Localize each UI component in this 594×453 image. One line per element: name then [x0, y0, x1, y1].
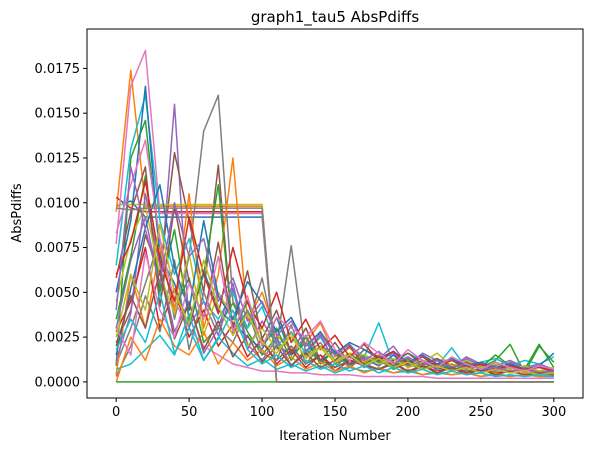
x-tick-label: 0	[112, 405, 120, 420]
chart-title: graph1_tau5 AbsPdiffs	[251, 8, 420, 27]
y-tick-label: 0.0000	[35, 375, 81, 390]
y-axis-label: AbsPdiffs	[10, 183, 25, 243]
y-tick-label: 0.0075	[35, 241, 81, 256]
series-line-s30	[115, 291, 554, 378]
x-tick-label: 50	[181, 405, 198, 420]
y-tick-label: 0.0175	[35, 62, 81, 77]
series-line-s22	[115, 318, 554, 383]
y-tick-label: 0.0025	[35, 331, 81, 346]
series-line-s28	[116, 207, 554, 383]
x-axis-label: Iteration Number	[279, 429, 391, 444]
y-tick-label: 0.0100	[35, 196, 81, 211]
series-line-s24	[115, 180, 554, 372]
series-line-s27	[115, 252, 554, 372]
x-tick-label: 300	[541, 405, 566, 420]
x-tick-label: 150	[323, 405, 348, 420]
x-axis: 0 50 100 150 200 250 300	[112, 398, 566, 420]
x-tick-label: 200	[396, 405, 421, 420]
y-axis: 0.0000 0.0025 0.0050 0.0075 0.0100 0.0125 0.01…	[35, 62, 87, 390]
x-tick-label: 250	[468, 405, 493, 420]
x-tick-label: 100	[250, 405, 275, 420]
y-tick-label: 0.0050	[35, 286, 81, 301]
y-tick-label: 0.0150	[35, 107, 81, 122]
series-line-s21	[115, 184, 555, 372]
series-layer	[115, 49, 555, 383]
y-tick-label: 0.0125	[35, 151, 81, 166]
